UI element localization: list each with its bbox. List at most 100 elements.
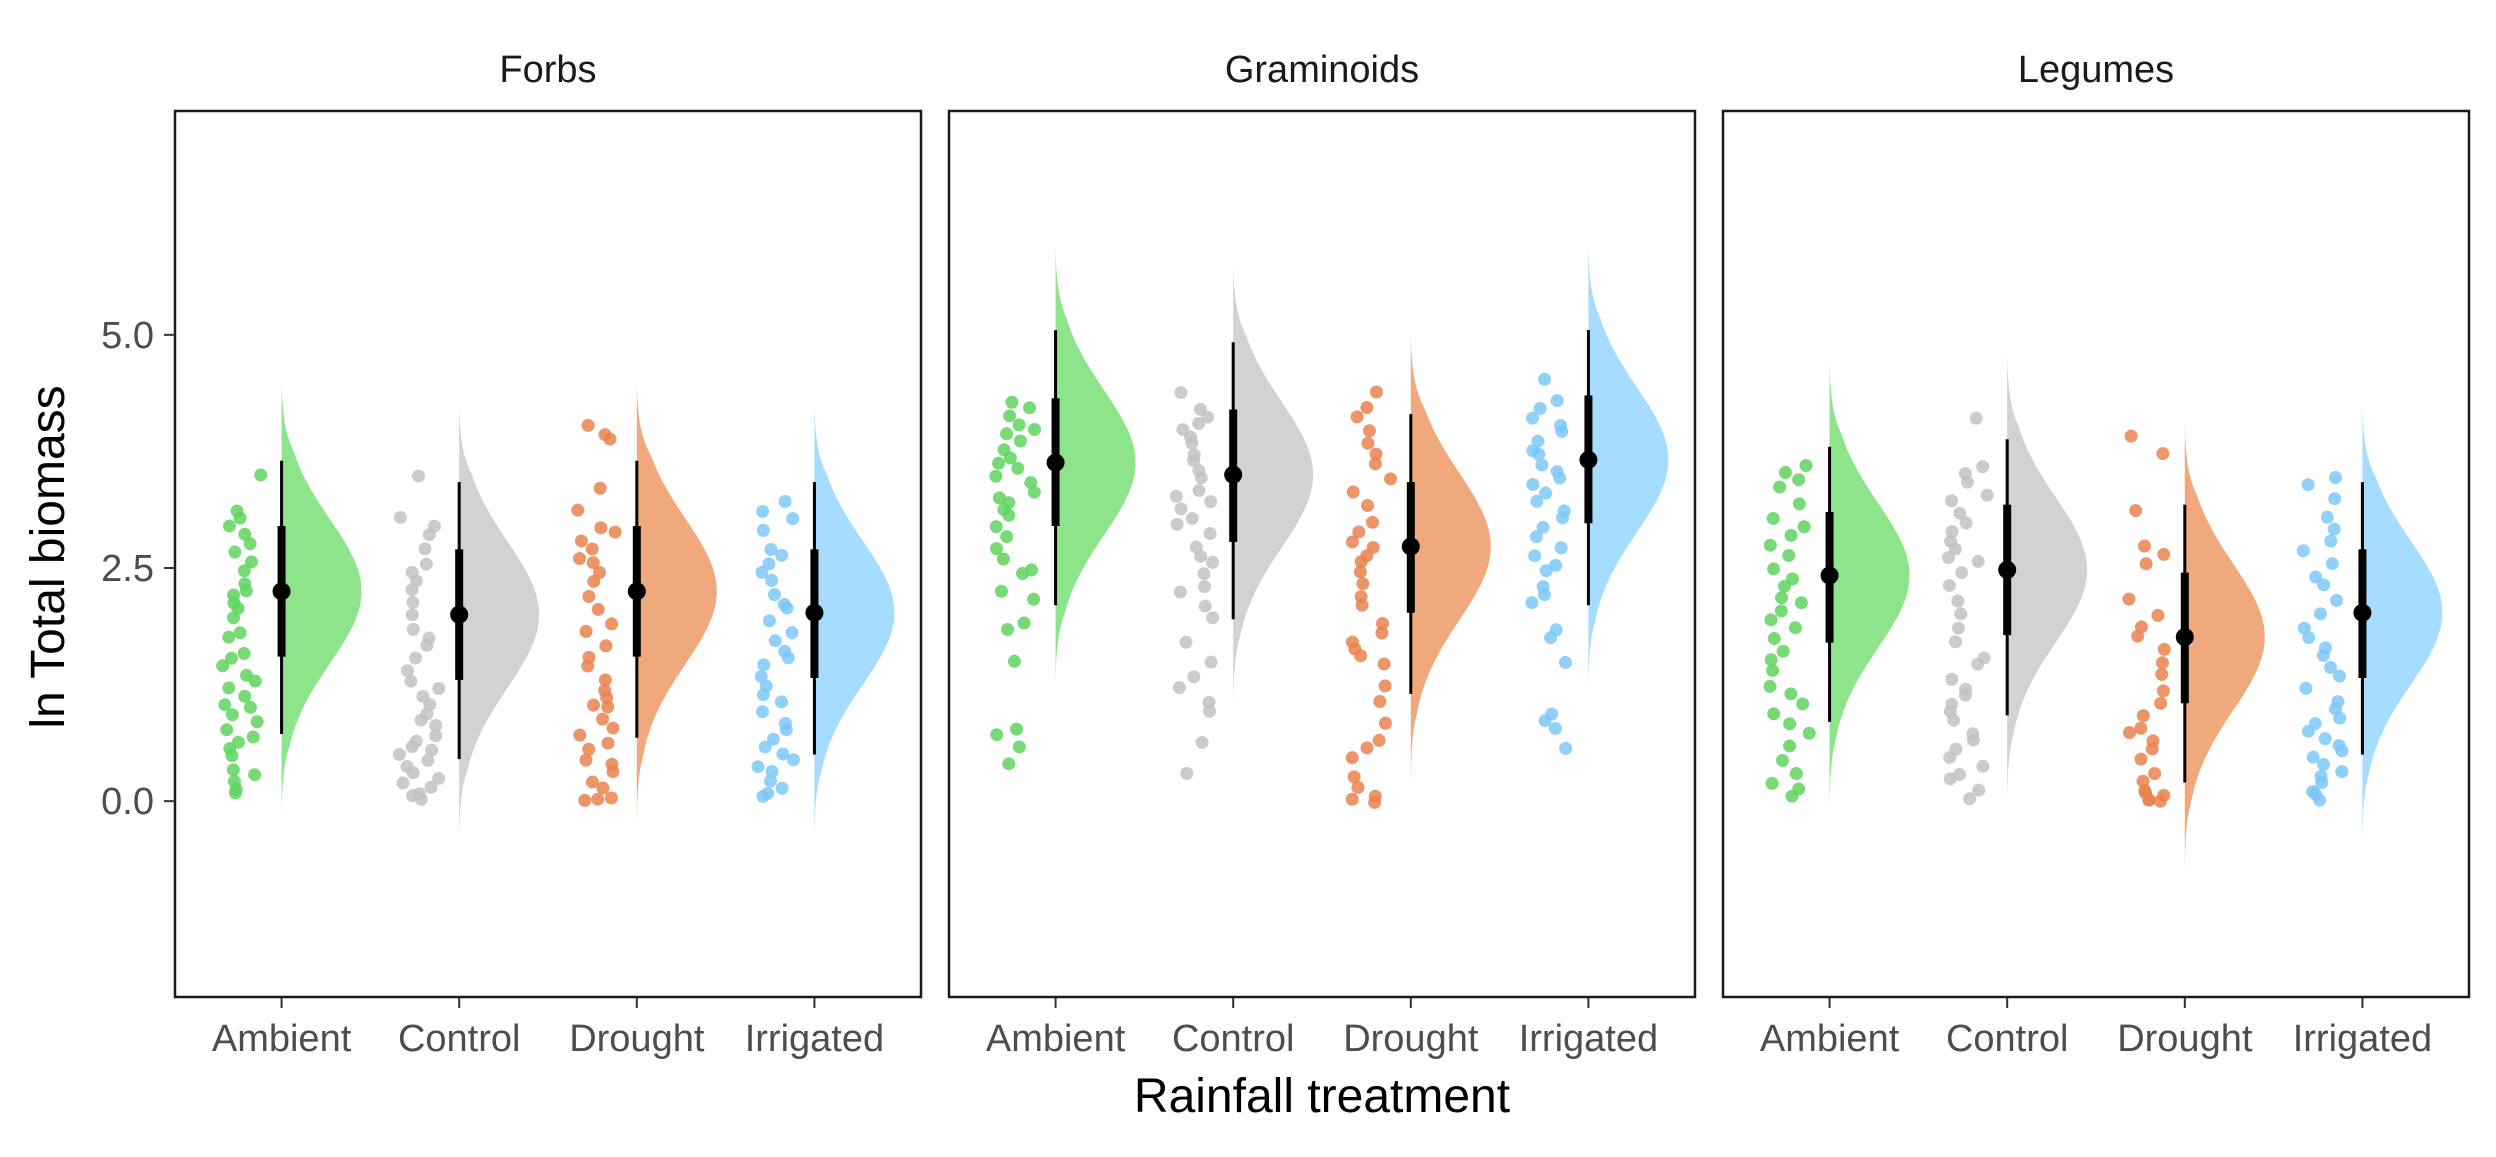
data-point [1197,567,1211,581]
density-drought [636,381,717,831]
data-point [1951,594,1965,608]
data-point [2157,788,2171,802]
data-point [1794,596,1808,610]
data-point [421,753,435,767]
data-point [1169,489,1183,503]
data-point [1536,580,1550,594]
data-point [1559,741,1573,755]
data-point [778,717,792,731]
data-point [1000,427,1014,441]
data-point [2156,684,2170,698]
data-point [764,543,778,557]
data-point [1548,721,1562,735]
data-point [1783,717,1797,731]
data-point [406,622,420,636]
data-point [1945,672,1959,686]
data-point [1767,707,1781,721]
x-tick-label: Ambient [212,1018,352,1060]
density-ambient [281,376,362,822]
data-point [767,588,781,602]
data-point [587,698,601,712]
data-point [2306,750,2320,764]
data-point [1533,401,1547,415]
data-point [766,732,780,746]
group-ambient [1763,358,1910,818]
x-tick-label: Drought [569,1018,705,1060]
data-point [1792,497,1806,511]
panel-border [947,109,1697,999]
data-point [419,557,433,571]
data-point [2134,721,2148,735]
group-ambient [989,243,1136,771]
data-point [1949,635,1963,649]
y-tick-label: 5.0 [101,315,154,357]
data-point [230,504,244,518]
data-point [1951,621,1965,635]
data-point [1766,511,1780,525]
data-point [1538,372,1552,386]
data-point [1376,617,1390,631]
data-point [990,728,1004,742]
x-tick-label: Irrigated [745,1018,884,1060]
data-point [2139,557,2153,571]
data-point [1953,506,1967,520]
data-point [761,786,775,800]
data-point [1351,780,1365,794]
data-point [754,670,768,684]
mean-point [1820,566,1839,585]
data-point [1775,591,1789,605]
data-point [238,689,252,703]
data-point [1550,394,1564,408]
panel-forbs: Forbs Ambient Control Drought Irrigated [173,49,923,1060]
data-point [1202,695,1216,709]
data-point [427,519,441,533]
data-point [2309,570,2323,584]
data-point [1774,604,1788,618]
data-point [246,730,260,744]
data-point [392,747,406,761]
x-tick-label: Drought [2117,1018,2253,1060]
data-point [1778,466,1792,480]
data-point [1028,422,1042,436]
data-point [598,673,612,687]
data-point [765,573,779,587]
data-point [1003,409,1017,423]
data-point [1352,525,1366,539]
data-point [1377,657,1391,671]
data-point [1557,504,1571,518]
data-point [2328,492,2342,506]
data-point [1012,418,1026,432]
data-point [2134,752,2148,766]
data-point [254,468,268,482]
data-point [405,565,419,579]
data-point [222,630,236,644]
data-point [608,525,622,539]
y-axis-title: ln Total biomass [22,385,75,728]
data-point [996,552,1010,566]
data-point [585,542,599,556]
data-point [786,753,800,767]
data-point [248,768,262,782]
data-point [1378,716,1392,730]
data-point [1773,480,1787,494]
data-point [416,689,430,703]
data-point [1187,670,1201,684]
data-point [1952,768,1966,782]
data-point [605,617,619,631]
data-point [1353,565,1367,579]
data-point [413,787,427,801]
data-point [1966,727,1980,741]
data-point [2332,738,2346,752]
data-point [1361,436,1375,450]
data-point [1185,511,1199,525]
data-point [233,626,247,640]
data-point [405,608,419,622]
data-point [601,736,615,750]
group-drought [571,381,717,831]
data-point [1767,632,1781,646]
data-point [2313,607,2327,621]
data-point [228,545,242,559]
data-point [586,556,600,570]
data-point [424,780,438,794]
